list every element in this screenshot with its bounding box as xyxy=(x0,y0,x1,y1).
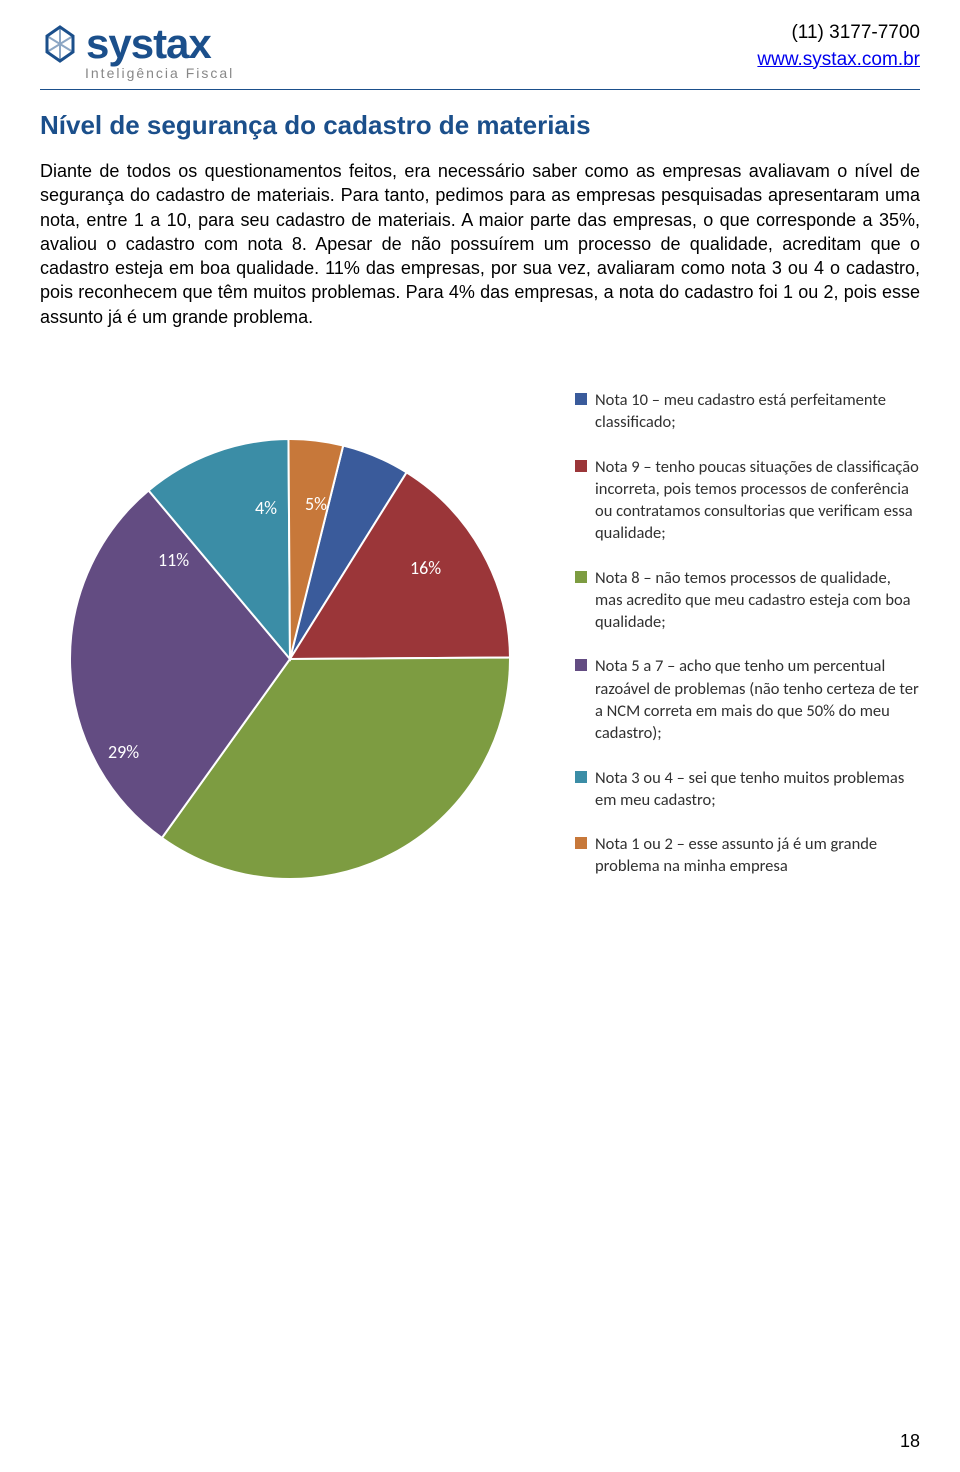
legend-item: Nota 1 ou 2 – esse assunto já é um grand… xyxy=(575,833,920,878)
page-number: 18 xyxy=(900,1431,920,1452)
legend-swatch xyxy=(575,771,587,783)
legend-swatch xyxy=(575,837,587,849)
pie-slice-label: 11% xyxy=(158,549,189,571)
legend-text: Nota 5 a 7 – acho que tenho um percentua… xyxy=(595,655,920,744)
legend-swatch xyxy=(575,659,587,671)
contact-block: (11) 3177-7700 www.systax.com.br xyxy=(757,20,920,73)
logo-tagline: Inteligência Fiscal xyxy=(85,65,234,81)
pie-slice-label: 16% xyxy=(410,557,441,579)
pie-slice-label: 35% xyxy=(340,897,371,919)
legend-text: Nota 10 – meu cadastro está perfeitament… xyxy=(595,389,920,434)
website-link[interactable]: www.systax.com.br xyxy=(757,49,920,70)
legend-text: Nota 9 – tenho poucas situações de class… xyxy=(595,456,920,545)
legend-text: Nota 1 ou 2 – esse assunto já é um grand… xyxy=(595,833,920,878)
legend-item: Nota 8 – não temos processos de qualidad… xyxy=(575,567,920,634)
legend-swatch xyxy=(575,571,587,583)
pie-svg xyxy=(50,419,530,899)
pie-slice-label: 5% xyxy=(305,493,327,515)
page-title: Nível de segurança do cadastro de materi… xyxy=(40,110,920,141)
legend-item: Nota 3 ou 4 – sei que tenho muitos probl… xyxy=(575,767,920,812)
legend-item: Nota 10 – meu cadastro está perfeitament… xyxy=(575,389,920,434)
pie-chart: 5% 16% 35% 29% 11% 4% xyxy=(50,379,550,929)
chart-area: 5% 16% 35% 29% 11% 4% Nota 10 – meu cadastro … xyxy=(40,379,920,929)
legend-item: Nota 9 – tenho poucas situações de class… xyxy=(575,456,920,545)
body-paragraph: Diante de todos os questionamentos feito… xyxy=(40,159,920,329)
pie-slice-label: 29% xyxy=(108,741,139,763)
logo-row: systax xyxy=(40,20,234,68)
page-header: systax Inteligência Fiscal (11) 3177-770… xyxy=(40,20,920,90)
phone-number: (11) 3177-7700 xyxy=(757,20,920,47)
logo-text: systax xyxy=(86,20,211,68)
logo-block: systax Inteligência Fiscal xyxy=(40,20,234,81)
legend-item: Nota 5 a 7 – acho que tenho um percentua… xyxy=(575,655,920,744)
legend-text: Nota 3 ou 4 – sei que tenho muitos probl… xyxy=(595,767,920,812)
legend-swatch xyxy=(575,460,587,472)
logo-icon xyxy=(40,24,80,64)
pie-slice-label: 4% xyxy=(255,497,277,519)
chart-legend: Nota 10 – meu cadastro está perfeitament… xyxy=(575,379,920,900)
legend-text: Nota 8 – não temos processos de qualidad… xyxy=(595,567,920,634)
legend-swatch xyxy=(575,393,587,405)
